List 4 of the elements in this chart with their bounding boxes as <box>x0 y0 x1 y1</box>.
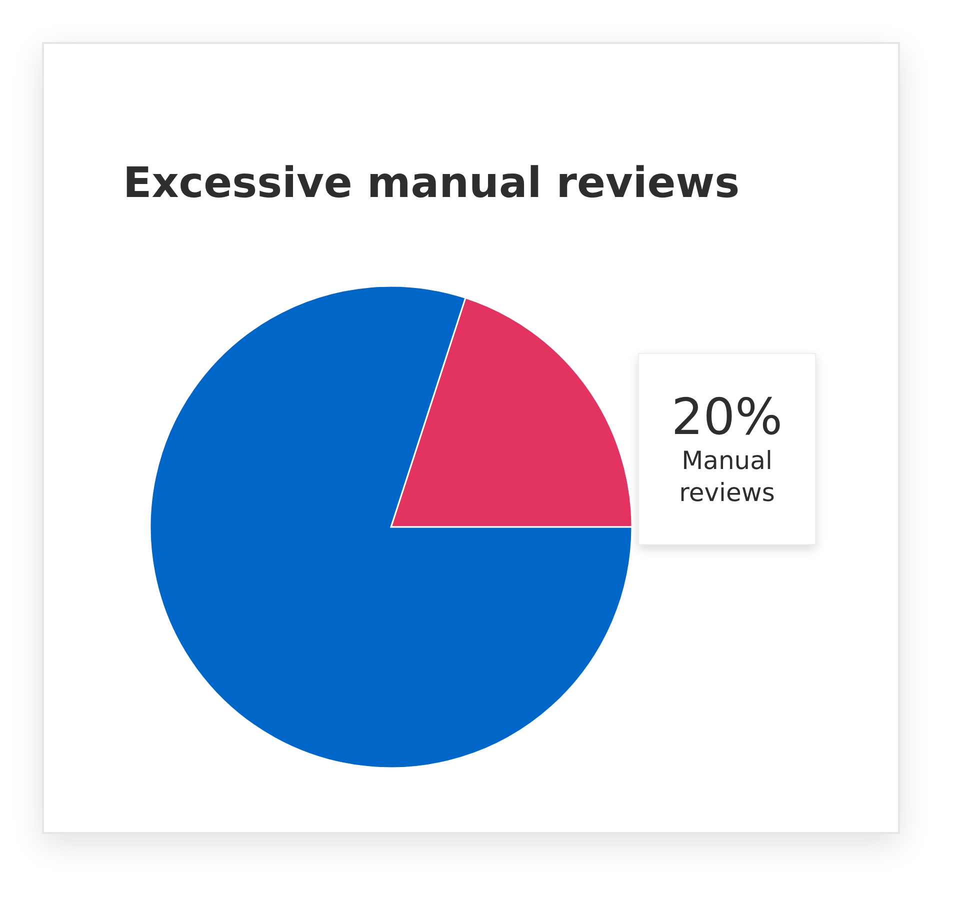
slice-label: Manual reviews <box>678 445 776 508</box>
pie-slice <box>150 286 633 769</box>
chart-title: Excessive manual reviews <box>123 158 740 207</box>
data-label: 20% <box>671 388 783 446</box>
